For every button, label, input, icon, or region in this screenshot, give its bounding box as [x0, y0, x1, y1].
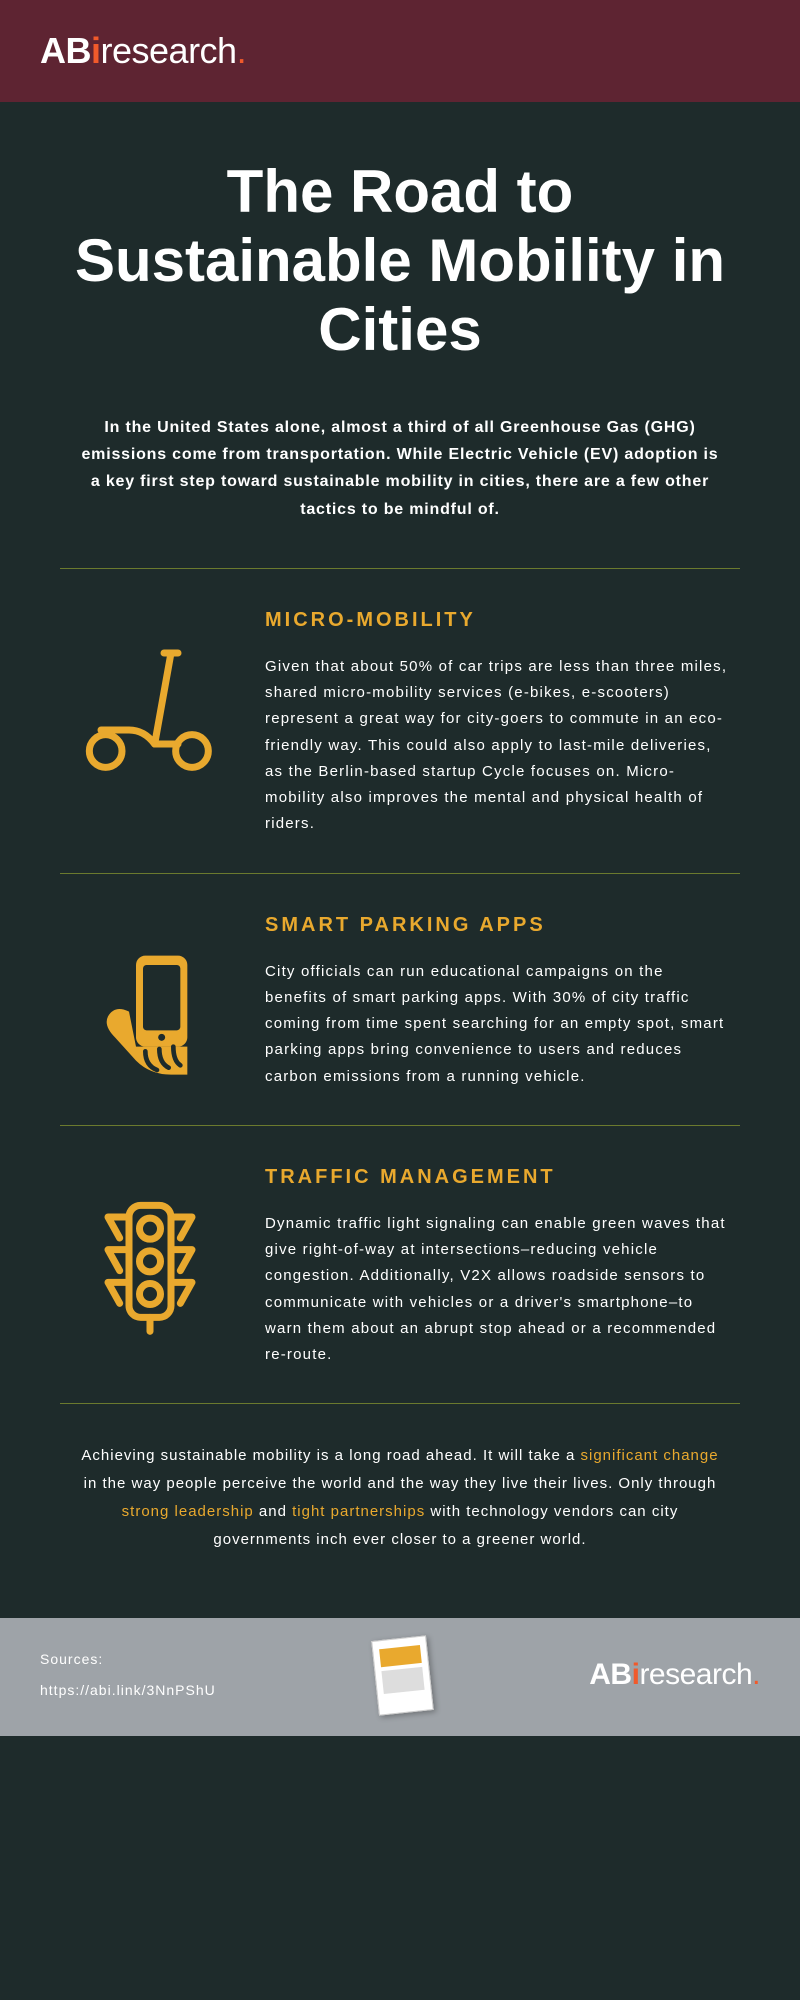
section-smart-parking: SMART PARKING APPS City officials can ru… [60, 874, 740, 1125]
logo-dot: . [237, 30, 247, 71]
conclusion-paragraph: Achieving sustainable mobility is a long… [60, 1404, 740, 1583]
logo-prefix: AB [40, 30, 91, 71]
section-content: SMART PARKING APPS City officials can ru… [265, 914, 730, 1090]
sources-block: Sources: https://abi.link/3NnPShU [40, 1644, 216, 1706]
scooter-icon [70, 609, 230, 779]
highlight-text: significant change [580, 1447, 718, 1464]
section-body: Given that about 50% of car trips are le… [265, 654, 730, 838]
section-content: MICRO-MOBILITY Given that about 50% of c… [265, 609, 730, 838]
section-body: Dynamic traffic light signaling can enab… [265, 1211, 730, 1369]
page-title: The Road to Sustainable Mobility in Citi… [60, 157, 740, 364]
section-traffic-management: TRAFFIC MANAGEMENT Dynamic traffic light… [60, 1126, 740, 1404]
logo-prefix: AB [589, 1658, 631, 1691]
conclusion-text: Achieving sustainable mobility is a long… [81, 1447, 580, 1464]
header-bar: ABiresearch. [0, 0, 800, 102]
document-thumbnail [358, 1640, 448, 1710]
conclusion-text: and [254, 1503, 292, 1520]
highlight-text: tight partnerships [292, 1503, 425, 1520]
section-heading: SMART PARKING APPS [265, 914, 730, 937]
intro-paragraph: In the United States alone, almost a thi… [60, 414, 740, 523]
footer-bar: Sources: https://abi.link/3NnPShU ABires… [0, 1618, 800, 1736]
section-content: TRAFFIC MANAGEMENT Dynamic traffic light… [265, 1166, 730, 1369]
section-body: City officials can run educational campa… [265, 959, 730, 1090]
brand-logo: ABiresearch. [40, 30, 760, 72]
logo-suffix: research [639, 1658, 752, 1691]
conclusion-text: in the way people perceive the world and… [84, 1475, 717, 1492]
logo-suffix: research [101, 30, 237, 71]
source-link[interactable]: https://abi.link/3NnPShU [40, 1675, 216, 1706]
section-heading: MICRO-MOBILITY [265, 609, 730, 632]
sources-label: Sources: [40, 1644, 216, 1675]
logo-dot: . [752, 1658, 760, 1691]
footer-brand-logo: ABiresearch. [589, 1658, 760, 1692]
traffic-light-icon [70, 1166, 230, 1336]
phone-hand-icon [70, 914, 230, 1084]
highlight-text: strong leadership [122, 1503, 254, 1520]
document-icon [371, 1635, 434, 1715]
main-content: The Road to Sustainable Mobility in Citi… [0, 102, 800, 1618]
section-micro-mobility: MICRO-MOBILITY Given that about 50% of c… [60, 569, 740, 873]
section-heading: TRAFFIC MANAGEMENT [265, 1166, 730, 1189]
logo-accent: i [91, 30, 101, 71]
